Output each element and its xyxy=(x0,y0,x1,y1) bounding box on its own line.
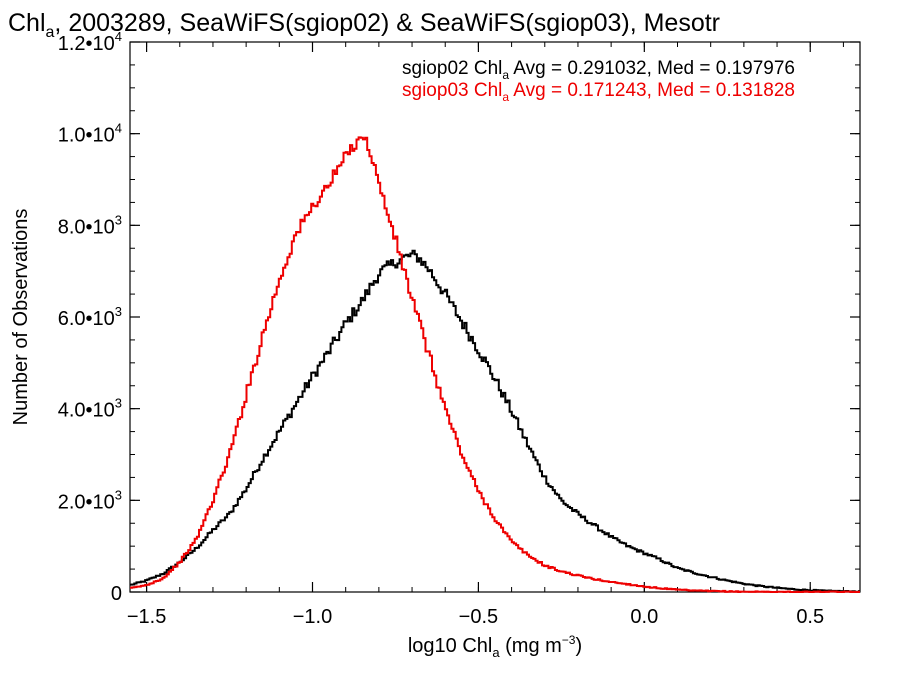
series-line-sgiop03 xyxy=(130,136,860,593)
x-axis-label: log10 Chla (mg m−3) xyxy=(408,633,582,660)
legend-entry-sgiop03: sgiop03 Chla Avg = 0.171243, Med = 0.131… xyxy=(402,80,795,104)
y-tick-label: 8.0•103 xyxy=(58,212,122,238)
y-axis-label: Number of Observations xyxy=(10,209,32,426)
y-tick-label: 1.2•104 xyxy=(58,29,122,55)
y-axis-ticks: 0 2.0•103 4.0•103 6.0•103 8.0•103 1.0•104 1.2•… xyxy=(58,29,860,605)
series-layer xyxy=(130,136,860,593)
y-tick-label: 2.0•103 xyxy=(58,487,122,513)
chart-title: Chla, 2003289, SeaWiFS(sgiop02) & SeaWiF… xyxy=(8,9,720,41)
x-tick-label: 0.5 xyxy=(796,606,824,628)
y-tick-label: 0 xyxy=(111,583,122,605)
x-tick-label: −0.5 xyxy=(459,606,498,628)
x-tick-label: −1.0 xyxy=(293,606,332,628)
y-tick-label: 1.0•104 xyxy=(58,121,122,147)
minor-ticks xyxy=(130,41,860,593)
x-tick-label: 0.0 xyxy=(630,606,658,628)
y-tick-label: 6.0•103 xyxy=(58,304,122,330)
x-tick-label: −1.5 xyxy=(127,606,166,628)
legend-entry-sgiop02: sgiop02 Chla Avg = 0.291032, Med = 0.197… xyxy=(402,58,795,82)
series-line-sgiop02 xyxy=(130,249,860,593)
y-tick-label: 4.0•103 xyxy=(58,396,122,422)
